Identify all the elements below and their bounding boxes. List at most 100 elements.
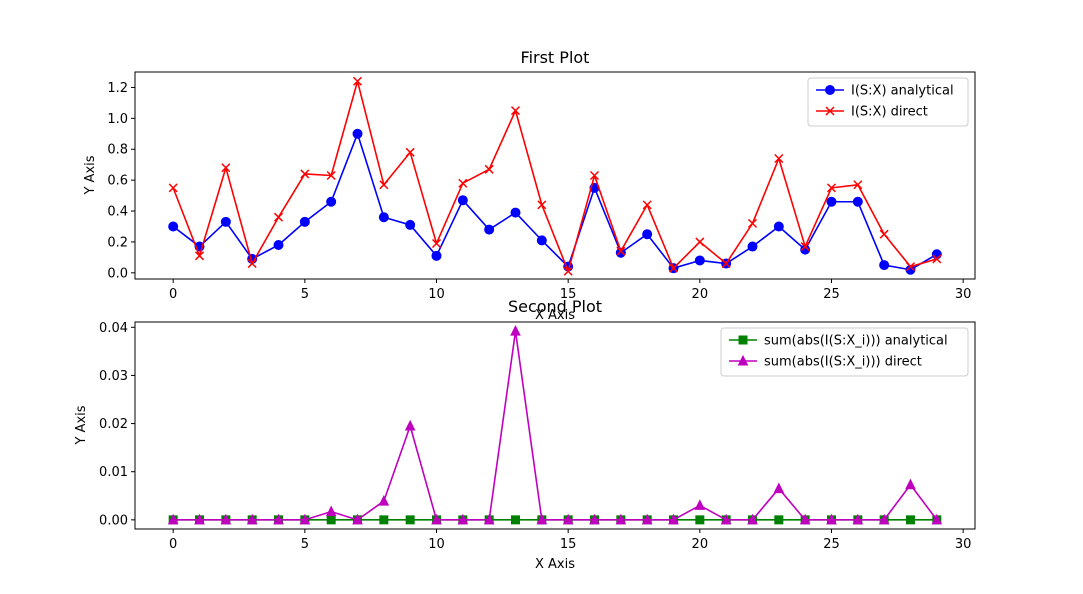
data-point <box>773 482 785 494</box>
data-point <box>642 229 653 240</box>
y-tick-label: 0.0 <box>107 266 128 281</box>
data-point <box>247 259 257 269</box>
x-tick-label: 0 <box>169 287 177 302</box>
first-plot-panel: First Plot X Axis Y Axis 0 5 10 15 20 25 30 0.0… <box>83 48 976 323</box>
data-point <box>747 513 758 525</box>
x-tick-label: 10 <box>428 287 445 302</box>
data-point <box>826 196 837 207</box>
data-point <box>431 250 442 261</box>
data-point <box>879 260 890 271</box>
data-point <box>352 513 363 525</box>
legend-marker <box>738 335 748 345</box>
data-point <box>483 513 495 525</box>
data-point <box>536 235 547 246</box>
legend-entry: I(S:X) analytical <box>816 84 954 99</box>
y-tick-label: 1.0 <box>107 112 128 127</box>
data-point <box>536 513 548 525</box>
data-point <box>774 153 784 164</box>
x-tick-label: 20 <box>692 287 709 302</box>
legend-box <box>720 327 969 377</box>
data-point <box>484 164 494 174</box>
data-point <box>905 264 916 275</box>
x-tick-label: 0 <box>169 537 177 552</box>
data-point <box>668 513 679 525</box>
legend-marker <box>825 106 835 116</box>
data-point <box>379 180 389 190</box>
data-point <box>694 255 705 266</box>
data-point <box>194 513 205 525</box>
data-point <box>852 513 864 525</box>
legend-label: I(S:X) direct <box>851 105 928 120</box>
x-tick-label: 25 <box>823 537 840 552</box>
data-point <box>537 200 547 210</box>
data-point <box>405 219 416 230</box>
data-point <box>168 183 178 193</box>
data-point <box>641 513 653 525</box>
legend-entry: I(S:X) direct <box>816 105 928 120</box>
series-line-1 <box>172 80 938 273</box>
legend-box <box>807 77 969 127</box>
x-tick-label: 15 <box>560 287 577 302</box>
data-point <box>378 212 389 223</box>
data-point <box>931 513 943 525</box>
data-point <box>562 513 574 525</box>
data-point <box>511 515 521 525</box>
data-point <box>800 242 810 252</box>
data-point <box>905 478 916 490</box>
data-point <box>457 513 469 525</box>
data-point <box>431 238 442 249</box>
data-point <box>458 178 468 188</box>
plot-frame <box>134 321 976 530</box>
data-point <box>774 515 784 525</box>
x-tick-label: 30 <box>955 287 972 302</box>
data-point <box>642 200 652 210</box>
data-point <box>720 513 732 525</box>
series-line-1 <box>173 330 938 521</box>
data-point <box>352 128 363 139</box>
x-tick-label: 20 <box>692 537 709 552</box>
x-axis-label: X Axis <box>535 308 575 323</box>
data-point <box>168 221 179 232</box>
data-point <box>326 196 337 207</box>
data-point <box>405 515 415 525</box>
second-plot-panel: Second Plot X Axis Y Axis 0 5 10 15 20 25 30 0.… <box>74 297 976 572</box>
data-point <box>668 263 679 273</box>
y-tick-label: 1.2 <box>107 81 128 96</box>
x-tick-label: 5 <box>301 287 309 302</box>
data-point <box>773 221 784 232</box>
legend-label: sum(abs(I(S:X_i))) direct <box>764 355 922 370</box>
y-tick-label: 0.6 <box>107 174 128 189</box>
data-point <box>563 266 573 276</box>
data-point <box>589 170 600 181</box>
y-tick-label: 0.2 <box>107 235 128 250</box>
data-point <box>721 259 731 269</box>
data-point <box>879 229 889 239</box>
data-point <box>695 237 705 247</box>
data-point <box>246 513 258 525</box>
legend-marker <box>737 354 749 366</box>
y-tick-label: 0.01 <box>99 465 128 480</box>
data-point <box>931 249 942 260</box>
x-tick-label: 30 <box>955 537 972 552</box>
x-tick-label: 5 <box>301 537 309 552</box>
data-point <box>299 513 311 525</box>
data-point <box>747 241 758 252</box>
plot-frame <box>134 71 976 280</box>
data-point <box>589 513 600 525</box>
data-point <box>695 515 705 525</box>
data-point <box>932 254 942 264</box>
data-point <box>905 262 916 272</box>
series-line-0 <box>172 132 938 271</box>
data-point <box>878 513 890 525</box>
data-point <box>510 325 521 336</box>
data-point <box>405 147 415 157</box>
x-tick-label: 15 <box>560 537 577 552</box>
data-point <box>826 183 837 193</box>
legend-label: sum(abs(I(S:X_i))) analytical <box>764 334 948 349</box>
plot-title: First Plot <box>521 48 590 67</box>
data-point <box>826 513 837 525</box>
data-point <box>510 207 521 218</box>
data-point <box>273 212 284 222</box>
legend-entry: sum(abs(I(S:X_i))) analytical <box>729 334 948 349</box>
data-point <box>747 218 758 228</box>
